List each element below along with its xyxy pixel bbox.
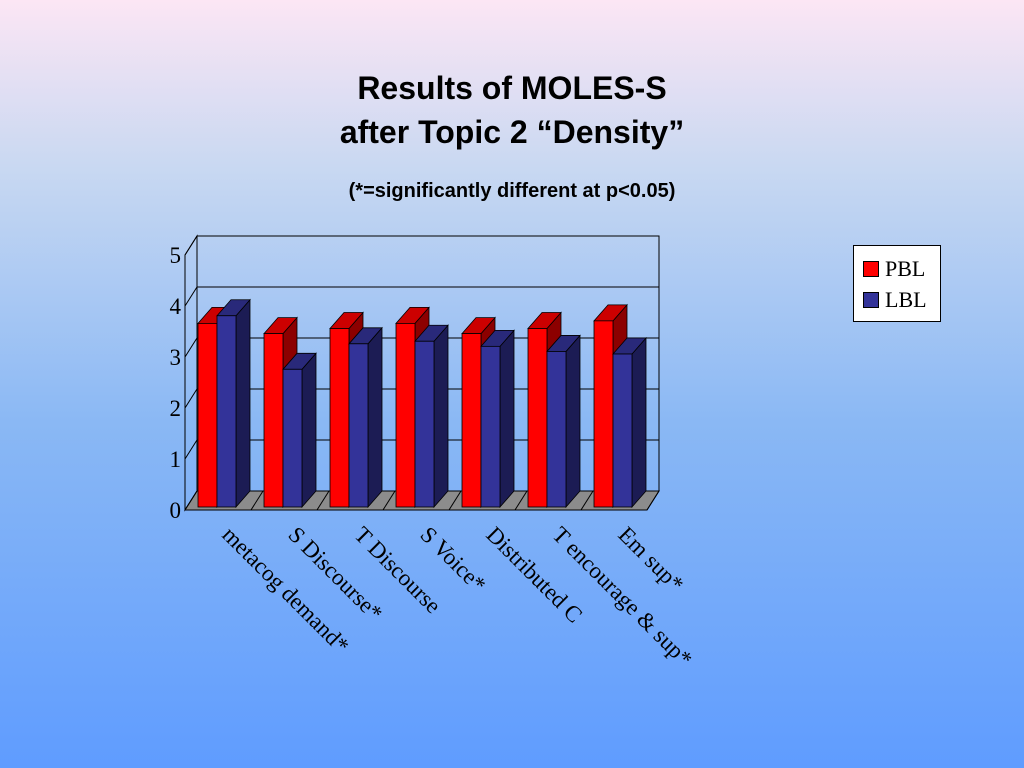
legend-swatch-pbl bbox=[863, 261, 879, 277]
bar-side bbox=[367, 326, 383, 509]
y-tick-label: 1 bbox=[170, 447, 182, 472]
y-gridline bbox=[184, 286, 659, 307]
y-gridline bbox=[184, 235, 659, 256]
legend-label-lbl: LBL bbox=[885, 287, 927, 312]
title-line-1: Results of MOLES-S bbox=[357, 70, 667, 106]
bar-lbl bbox=[414, 340, 435, 508]
floor-tick bbox=[250, 490, 264, 511]
slide-title: Results of MOLES-S after Topic 2 “Densit… bbox=[0, 66, 1024, 154]
bar-lbl bbox=[480, 345, 501, 508]
bar-side bbox=[565, 334, 581, 509]
title-line-2: after Topic 2 “Density” bbox=[339, 114, 685, 150]
bar-pbl bbox=[263, 333, 284, 508]
bar-lbl bbox=[546, 351, 567, 508]
y-tick-label: 4 bbox=[170, 294, 182, 319]
bar-pbl bbox=[395, 322, 416, 508]
bar-lbl bbox=[348, 343, 369, 508]
floor-tick bbox=[448, 490, 462, 511]
bar-pbl bbox=[329, 328, 350, 508]
legend-label-pbl: PBL bbox=[885, 256, 926, 281]
bar-pbl bbox=[527, 328, 548, 508]
floor-tick bbox=[646, 490, 660, 511]
bar-side bbox=[631, 336, 647, 509]
bar-side bbox=[433, 324, 449, 509]
bar-lbl bbox=[282, 368, 303, 508]
floor-tick bbox=[382, 490, 396, 511]
legend-item-pbl: PBL bbox=[863, 256, 926, 281]
bar-pbl bbox=[197, 322, 218, 508]
bar-pbl bbox=[593, 320, 614, 508]
floor-tick bbox=[514, 490, 528, 511]
y-tick-label: 0 bbox=[170, 498, 182, 523]
bar-side bbox=[235, 298, 251, 509]
y-tick-label: 3 bbox=[170, 345, 182, 370]
legend-item-lbl: LBL bbox=[863, 287, 927, 312]
bar-pbl bbox=[461, 333, 482, 508]
y-tick-label: 2 bbox=[170, 396, 182, 421]
floor-tick bbox=[184, 490, 198, 511]
y-tick-label: 5 bbox=[170, 243, 182, 268]
floor-tick bbox=[316, 490, 330, 511]
side-wall bbox=[184, 234, 198, 512]
slide-subtitle: (*=significantly different at p<0.05) bbox=[348, 180, 676, 202]
bar-lbl bbox=[216, 315, 237, 508]
x-category-label: metacog demand* bbox=[217, 522, 353, 658]
chart-legend: PBL LBL bbox=[853, 245, 941, 322]
bar-side bbox=[499, 329, 515, 509]
bar-side bbox=[301, 352, 317, 509]
bar-lbl bbox=[612, 353, 633, 508]
legend-swatch-lbl bbox=[863, 292, 879, 308]
floor-tick bbox=[580, 490, 594, 511]
